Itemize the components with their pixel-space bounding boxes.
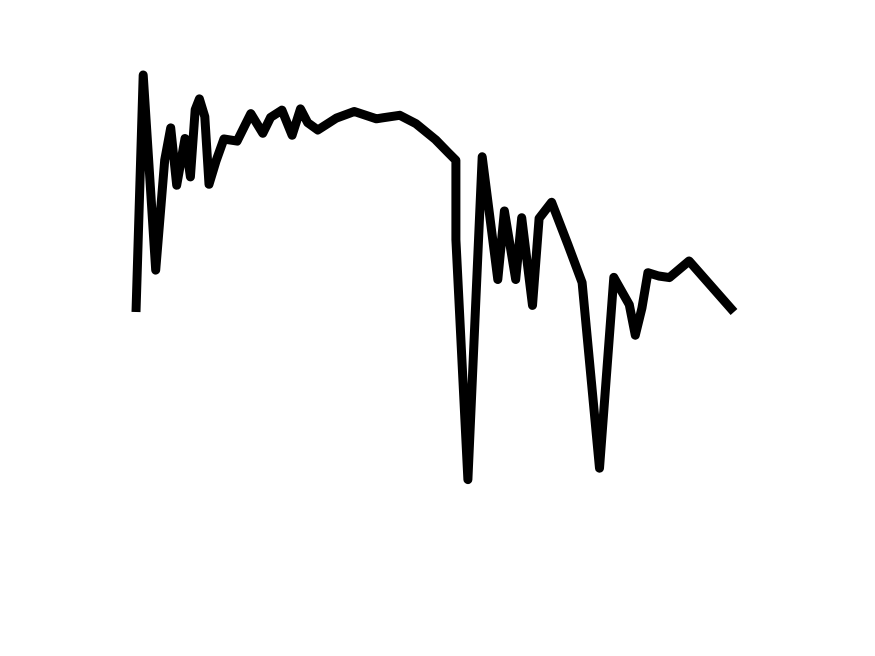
series-layer [131, 70, 738, 485]
series-line-0 [131, 70, 738, 485]
